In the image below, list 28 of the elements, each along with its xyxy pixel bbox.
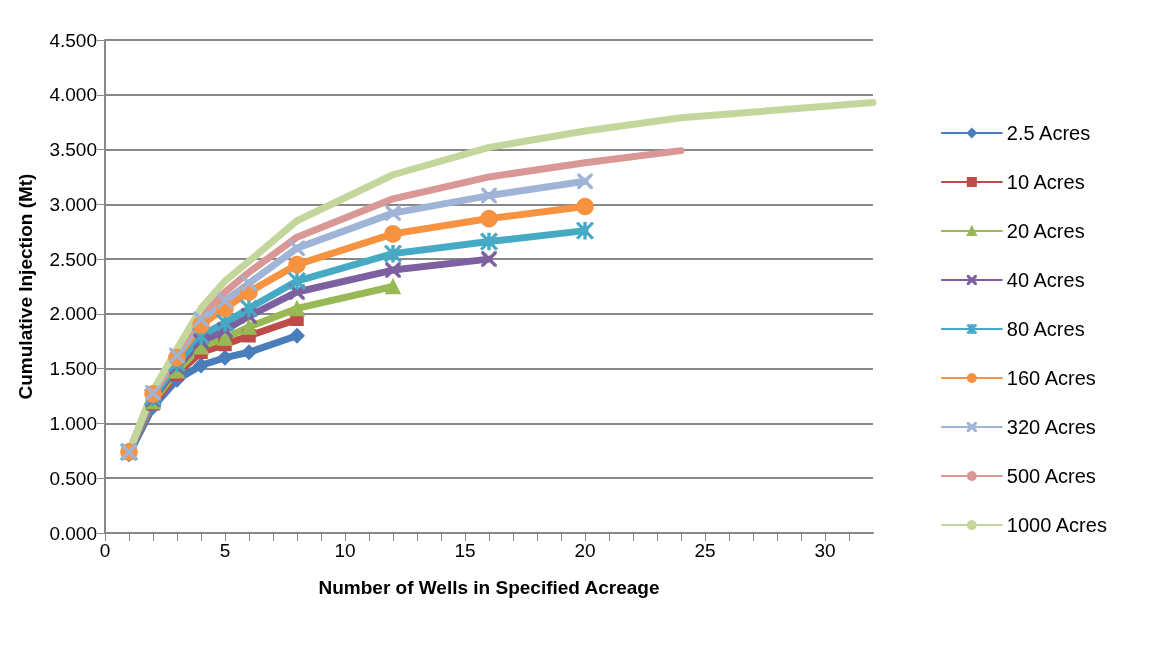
x-tick-label: 5 <box>219 540 231 561</box>
legend-label: 160 Acres <box>1006 367 1096 389</box>
y-tick-label: 1.000 <box>49 412 97 434</box>
y-tick-label: 4.000 <box>49 84 97 106</box>
legend-label: 2.5 Acres <box>1006 122 1091 144</box>
y-tick-label: 0.500 <box>49 467 97 489</box>
y-tick-label: 4.500 <box>49 29 97 51</box>
y-tick-label: 3.500 <box>49 139 97 161</box>
y-tick-label: 2.500 <box>49 248 97 270</box>
y-tick-label: 2.000 <box>49 303 97 325</box>
legend-label: 500 Acres <box>1006 465 1096 487</box>
x-tick-label: 20 <box>574 540 596 561</box>
legend-label: 20 Acres <box>1006 220 1085 242</box>
y-tick-label: 1.500 <box>49 358 97 380</box>
legend-label: 320 Acres <box>1006 416 1096 438</box>
x-tick-label: 25 <box>694 540 716 561</box>
y-tick-label: 3.000 <box>49 193 97 215</box>
legend-label: 1000 Acres <box>1006 514 1107 536</box>
y-axis-title: Cumulative Injection (Mt) <box>15 173 36 400</box>
x-tick-label: 30 <box>814 540 836 561</box>
x-tick-label: 15 <box>454 540 476 561</box>
x-axis-title: Number of Wells in Specified Acreage <box>318 577 660 598</box>
legend-label: 10 Acres <box>1006 171 1085 193</box>
legend-label: 40 Acres <box>1006 269 1085 291</box>
y-tick-label: 0.000 <box>49 522 97 544</box>
x-tick-label: 0 <box>99 540 111 561</box>
legend-label: 80 Acres <box>1006 318 1085 340</box>
x-tick-label: 10 <box>334 540 356 561</box>
